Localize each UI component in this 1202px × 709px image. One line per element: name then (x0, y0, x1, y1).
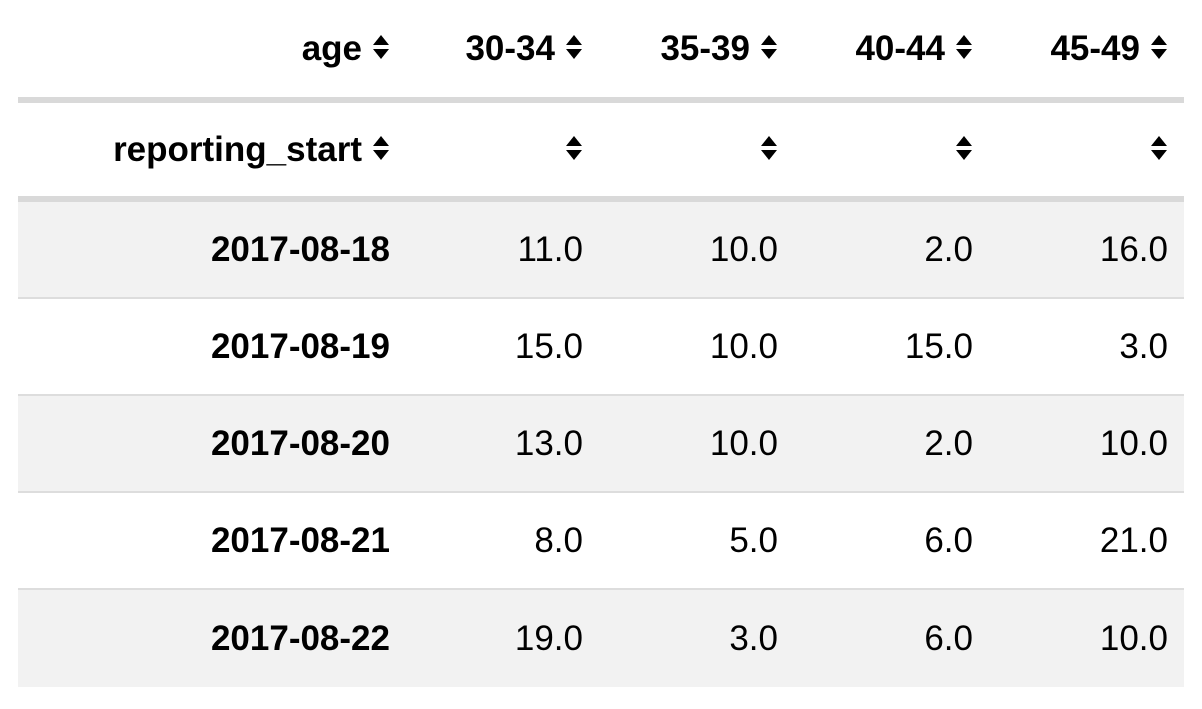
table-cell: 3.0 (729, 618, 778, 658)
sort-icon[interactable] (372, 34, 390, 60)
column-header-label: 35-39 (660, 28, 750, 68)
sort-icon[interactable] (760, 135, 778, 161)
column-header-45-49[interactable]: 45-49 (979, 29, 1174, 69)
table-cell: 16.0 (1099, 229, 1168, 269)
table-cell: 13.0 (514, 423, 583, 463)
row-index-cell: 2017-08-19 (210, 326, 390, 366)
column-index-label: age (301, 28, 362, 68)
row-index-cell: 2017-08-22 (210, 618, 390, 658)
table-row: 2017-08-21 8.0 5.0 6.0 21.0 (18, 493, 1184, 590)
table-cell: 10.0 (709, 229, 778, 269)
table-cell: 15.0 (514, 326, 583, 366)
empty-header-cell[interactable] (589, 130, 784, 170)
sort-icon[interactable] (372, 135, 390, 161)
table-cell: 21.0 (1099, 520, 1168, 560)
table-cell: 11.0 (517, 229, 583, 269)
column-header-30-34[interactable]: 30-34 (394, 29, 589, 69)
column-header-row: age 30-34 35-39 40-44 45-49 (18, 0, 1184, 103)
table-cell: 2.0 (924, 423, 973, 463)
sort-icon[interactable] (565, 34, 583, 60)
empty-header-cell[interactable] (394, 130, 589, 170)
table-cell: 10.0 (1099, 618, 1168, 658)
table-row: 2017-08-20 13.0 10.0 2.0 10.0 (18, 396, 1184, 493)
sort-icon[interactable] (955, 34, 973, 60)
row-index-header-row: reporting_start (18, 103, 1184, 202)
row-index-cell: 2017-08-20 (210, 423, 390, 463)
table-cell: 10.0 (1099, 423, 1168, 463)
table-cell: 3.0 (1119, 326, 1168, 366)
sort-icon[interactable] (1150, 34, 1168, 60)
row-index-cell: 2017-08-18 (210, 229, 390, 269)
table-row: 2017-08-22 19.0 3.0 6.0 10.0 (18, 590, 1184, 687)
column-header-35-39[interactable]: 35-39 (589, 29, 784, 69)
table-row: 2017-08-18 11.0 10.0 2.0 16.0 (18, 202, 1184, 299)
row-index-label: reporting_start (113, 129, 362, 169)
table-row: 2017-08-19 15.0 10.0 15.0 3.0 (18, 299, 1184, 396)
table-cell: 5.0 (729, 520, 778, 560)
row-index-cell: 2017-08-21 (210, 520, 390, 560)
column-header-label: 40-44 (855, 28, 945, 68)
table-cell: 10.0 (709, 423, 778, 463)
data-table: age 30-34 35-39 40-44 45-49 reporting_st… (18, 0, 1184, 687)
column-index-header[interactable]: age (18, 29, 394, 69)
table-cell: 6.0 (924, 618, 973, 658)
sort-icon[interactable] (760, 34, 778, 60)
sort-icon[interactable] (1150, 135, 1168, 161)
column-header-label: 30-34 (465, 28, 555, 68)
column-header-label: 45-49 (1050, 28, 1140, 68)
table-cell: 2.0 (924, 229, 973, 269)
table-cell: 10.0 (709, 326, 778, 366)
row-index-header[interactable]: reporting_start (18, 130, 394, 170)
table-cell: 8.0 (534, 520, 583, 560)
table-cell: 15.0 (904, 326, 973, 366)
table-cell: 19.0 (514, 618, 583, 658)
sort-icon[interactable] (955, 135, 973, 161)
sort-icon[interactable] (565, 135, 583, 161)
empty-header-cell[interactable] (979, 130, 1174, 170)
table-cell: 6.0 (924, 520, 973, 560)
empty-header-cell[interactable] (784, 130, 979, 170)
column-header-40-44[interactable]: 40-44 (784, 29, 979, 69)
